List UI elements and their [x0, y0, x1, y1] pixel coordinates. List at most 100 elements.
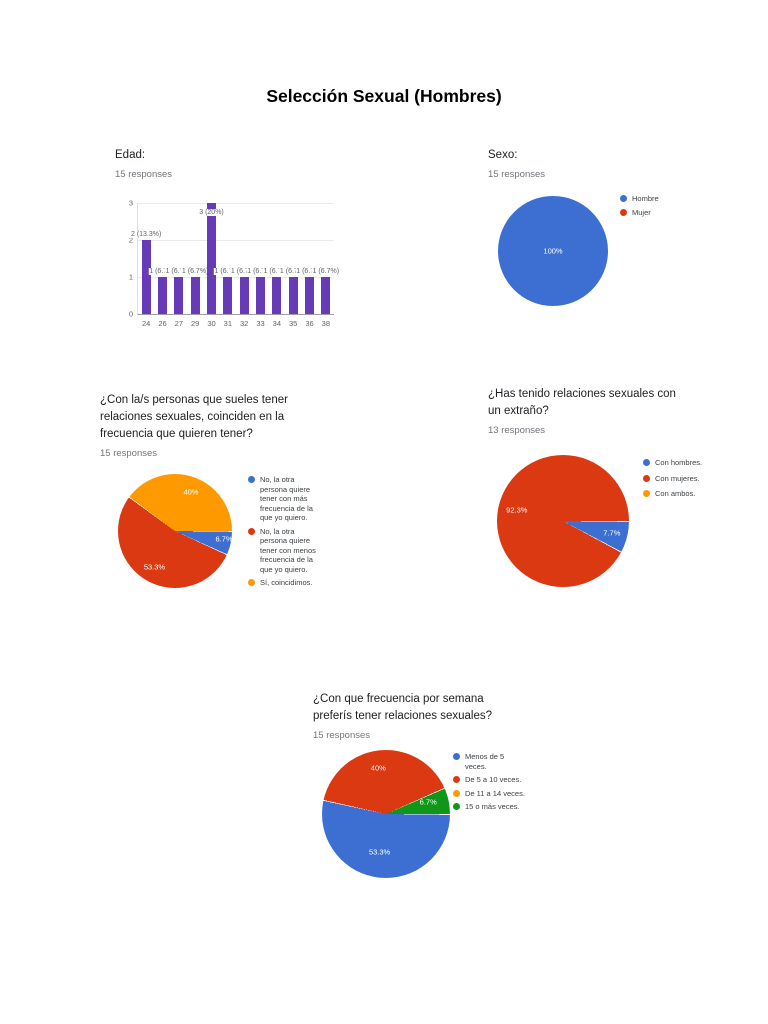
- bar-value-label: 1 (6.7%): [180, 268, 210, 275]
- legend-dot-icon: [643, 474, 650, 482]
- legend-label: 15 o más veces.: [465, 802, 520, 811]
- question-title: ¿Con que frecuencia por semana preferís …: [313, 693, 492, 722]
- y-axis-tick-label: 1: [128, 272, 133, 282]
- legend-dot-icon: [643, 459, 650, 466]
- bar: [288, 277, 298, 314]
- bar: [174, 277, 184, 314]
- legend-label: Hombre: [632, 194, 659, 203]
- bar: [141, 240, 151, 314]
- legend-dot-icon: [643, 490, 650, 497]
- pie-percent-label: 92.3%: [506, 505, 528, 515]
- bar: [223, 277, 233, 314]
- chart-coinciden: ¿Con la/s personas que sueles tener rela…: [100, 392, 355, 597]
- legend-label: No, la otra persona quiere tener con men…: [260, 526, 316, 574]
- legend-label: Con ambos.: [655, 489, 696, 498]
- legend-dot-icon: [248, 527, 255, 535]
- legend-dot-icon: [453, 789, 460, 797]
- question-title: ¿Has tenido relaciones sexuales con un e…: [488, 388, 676, 417]
- bar-chart-plot: 0 1 2 3 2 (13.3%) 24 1 (6.7%) 26 1 (6.7%) 27 1 (6.…: [129, 199, 341, 328]
- legend-dot-icon: [620, 195, 627, 202]
- x-axis-tick-label: 33: [256, 319, 265, 328]
- legend-item: De 11 a 14 veces.: [453, 789, 531, 799]
- chart-frecuencia: ¿Con que frecuencia por semana preferís …: [313, 691, 548, 891]
- legend-item: De 5 a 10 veces.: [453, 775, 531, 785]
- x-axis-tick-label: 31: [223, 319, 232, 328]
- legend-label: De 5 a 10 veces.: [465, 775, 522, 784]
- bar: [239, 277, 249, 314]
- legend-label: Con hombres.: [655, 458, 703, 467]
- bar-value-label: 1 (6.7%): [164, 268, 194, 275]
- pie-percent-label: 40%: [370, 763, 386, 773]
- bar-value-label: 1 (6.7%): [295, 268, 324, 275]
- page-title: Selección Sexual (Hombres): [266, 86, 502, 106]
- gridline: [138, 277, 334, 278]
- y-axis-tick-label: 0: [128, 309, 133, 319]
- legend-dot-icon: [453, 753, 460, 760]
- chart-legend: No, la otra persona quiere tener con más…: [248, 475, 338, 592]
- pie-chart: 100%: [498, 196, 608, 306]
- legend-item: 15 o más veces.: [453, 802, 531, 812]
- legend-item: Con ambos.: [643, 489, 702, 499]
- bar-value-label: 1 (6.7%): [148, 268, 177, 275]
- legend-dot-icon: [453, 776, 460, 783]
- responses-count: 13 responses: [488, 425, 546, 436]
- x-axis-tick-label: 30: [207, 319, 216, 328]
- chart-edad: Edad: 15 responses 0 1 2 3 2 (13.3%) 24 1 (6.7…: [115, 147, 341, 347]
- pie-chart: 6.7% 53.3% 40%: [118, 474, 233, 588]
- bar: [272, 277, 282, 314]
- gridline: [138, 240, 334, 241]
- legend-label: Con mujeres.: [655, 473, 700, 483]
- y-axis-tick-label: 2: [128, 235, 133, 245]
- x-axis-tick-label: 27: [174, 319, 183, 328]
- bar: [158, 277, 167, 314]
- bar: [190, 277, 200, 314]
- bar: [207, 203, 216, 314]
- chart-legend: Menos de 5 veces. De 5 a 10 veces. De 11 a…: [453, 752, 531, 816]
- pie-percent-label: 40%: [183, 487, 199, 497]
- x-axis-tick-label: 32: [239, 319, 249, 328]
- bar-value-label: 1 (6.7%): [311, 268, 341, 275]
- pie-percent-label: 53.3%: [143, 562, 166, 572]
- question-title: Sexo:: [488, 149, 518, 161]
- bar-value-label: 1 (6.7%): [246, 268, 275, 275]
- responses-count: 15 responses: [313, 730, 371, 741]
- bar: [256, 277, 265, 314]
- legend-dot-icon: [248, 579, 255, 586]
- chart-sexo: Sexo: 15 responses 100% Hombre Mujer: [488, 147, 738, 332]
- chart-legend: Con hombres. Con mujeres. Con ambos.: [643, 458, 702, 505]
- bar-value-label: 2 (13.3%): [129, 231, 163, 238]
- legend-item: Menos de 5 veces.: [453, 752, 531, 771]
- pie-percent-label: 6.7%: [215, 534, 233, 544]
- pie-percent-label: 100%: [543, 246, 563, 256]
- bar-value-label: 3 (20%): [198, 209, 225, 216]
- legend-label: No, la otra persona quiere tener con más…: [260, 475, 313, 522]
- legend-label: Mujer: [632, 207, 651, 217]
- bar: [321, 277, 331, 314]
- legend-item: Hombre: [620, 194, 659, 204]
- pie-percent-label: 7.7%: [603, 528, 621, 538]
- chart-extrano: ¿Has tenido relaciones sexuales con un e…: [488, 386, 748, 601]
- chart-legend: Hombre Mujer: [620, 194, 659, 221]
- bar-value-label: 1 (6.7%): [262, 268, 292, 275]
- bar: [305, 277, 314, 314]
- responses-count: 15 responses: [488, 169, 546, 180]
- legend-label: De 11 a 14 veces.: [465, 788, 525, 798]
- pie-chart: 7.7% 92.3%: [497, 455, 629, 587]
- legend-dot-icon: [620, 208, 627, 216]
- legend-item: Mujer: [620, 208, 659, 218]
- pie-percent-label: 53.3%: [368, 847, 391, 857]
- legend-item: Sí, coincidimos.: [248, 578, 338, 588]
- responses-count: 15 responses: [100, 448, 158, 459]
- x-axis-tick-label: 29: [190, 319, 200, 328]
- question-title: ¿Con la/s personas que sueles tener rela…: [100, 394, 288, 440]
- pie-chart: 53.3% 40% 6.7%: [322, 750, 450, 878]
- gridline: [138, 203, 334, 204]
- x-axis-tick-label: 24: [141, 319, 151, 328]
- x-axis-tick-label: 38: [321, 319, 330, 328]
- legend-item: Con mujeres.: [643, 474, 702, 484]
- legend-item: No, la otra persona quiere tener con más…: [248, 475, 338, 523]
- x-axis-tick-label: 26: [158, 319, 167, 328]
- question-title: Edad:: [115, 149, 146, 161]
- legend-label: Sí, coincidimos.: [260, 578, 313, 587]
